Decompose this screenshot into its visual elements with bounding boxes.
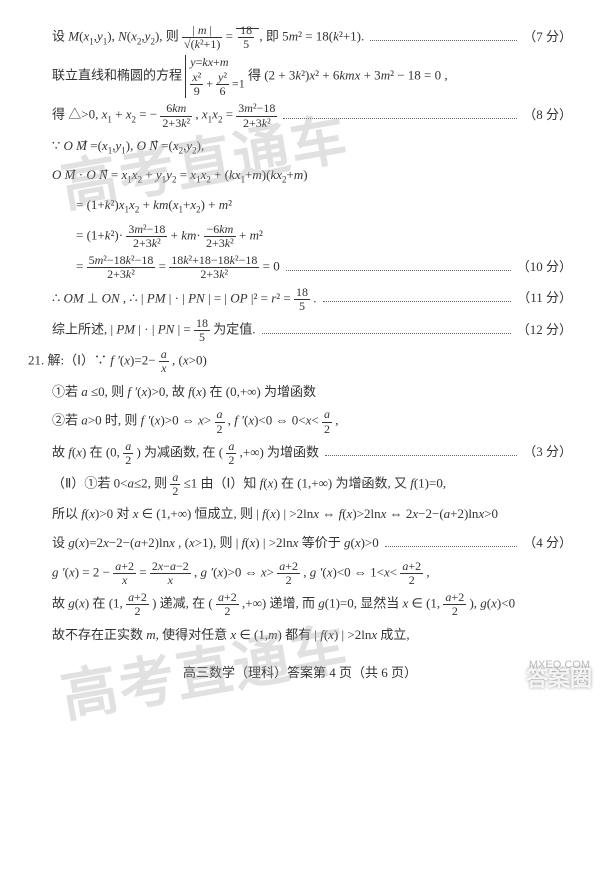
- math-expression: ②若 a>0 时, 则 f ′(x)>0 ⇔ x> a2 , f ′(x)<0 …: [28, 408, 338, 435]
- solution-line: ∴ OM ⊥ ON , ∴ | PM | · | PN | = | OP |² …: [28, 286, 572, 313]
- solution-line: 故 f(x) 在 (0, a2 ) 为减函数, 在 ( a2 ,+∞) 为增函数…: [28, 440, 572, 467]
- math-expression: g ′(x) = 2 − a+2x = 2x−a−2x , g ′(x)>0 ⇔…: [28, 560, 430, 587]
- solution-line: 设 g(x)=2x−2−(a+2)lnx , (x>1), 则 | f(x) |…: [28, 531, 572, 556]
- math-expression: = (1+k²)x1x2 + km(x1+x2) + m²: [28, 193, 232, 219]
- solution-line: = (1+k²)· 3m²−182+3k² + km· −6km2+3k² + …: [28, 223, 572, 250]
- math-expression: 综上所述, | PM | · | PN | = 185 为定值.: [28, 317, 256, 344]
- solution-line: 21. 解:（Ⅰ）∵ f ′(x)=2− ax , (x>0): [28, 348, 572, 375]
- math-expression: 设 M(x1,y1), N(x2,y2), 则 | m |√(k²+1) = 1…: [28, 24, 364, 51]
- solution-line: 联立直线和椭圆的方程 y=kx+mx²9 + y²6 =1 得 (2 + 3k²…: [28, 55, 572, 98]
- score-label: （11 分）: [517, 286, 572, 311]
- math-expression: ∵ O M⃗ =(x1,y1), O N⃗ =(x2,y2),: [28, 134, 204, 160]
- math-expression: （Ⅱ）①若 0<a≤2, 则 a2 ≤1 由（Ⅰ）知 f(x) 在 (1,+∞)…: [28, 471, 446, 498]
- dotted-leader: [325, 454, 517, 456]
- solution-line: = 5m²−18k²−182+3k² = 18k²+18−18k²−182+3k…: [28, 254, 572, 281]
- math-expression: = 5m²−18k²−182+3k² = 18k²+18−18k²−182+3k…: [28, 254, 280, 281]
- math-expression: O M⃗ · O N⃗ = x1x2 + y1y2 = x1x2 + (kx1+…: [28, 163, 308, 189]
- watermark-url: MXEQ.COM: [529, 655, 590, 676]
- dotted-leader: [323, 300, 512, 302]
- math-expression: 设 g(x)=2x−2−(a+2)lnx , (x>1), 则 | f(x) |…: [28, 531, 379, 556]
- math-expression: 所以 f(x)>0 对 x ∈ (1,+∞) 恒成立, 则 | f(x) | >…: [28, 502, 498, 527]
- score-label: （4 分）: [523, 531, 572, 556]
- solution-line: （Ⅱ）①若 0<a≤2, 则 a2 ≤1 由（Ⅰ）知 f(x) 在 (1,+∞)…: [28, 471, 572, 498]
- dotted-leader: [262, 332, 511, 334]
- solution-line: 故不存在正实数 m, 使得对任意 x ∈ (1,m) 都有 | f(x) | >…: [28, 623, 572, 648]
- solution-line: ②若 a>0 时, 则 f ′(x)>0 ⇔ x> a2 , f ′(x)<0 …: [28, 408, 572, 435]
- dotted-leader: [283, 117, 517, 119]
- solution-line: 得 △>0, x1 + x2 = − 6km2+3k² , x1x2 = 3m²…: [28, 102, 572, 129]
- score-label: （3 分）: [523, 440, 572, 465]
- math-expression: = (1+k²)· 3m²−182+3k² + km· −6km2+3k² + …: [28, 223, 263, 250]
- score-label: （12 分）: [517, 318, 572, 343]
- score-label: （10 分）: [517, 255, 572, 280]
- math-expression: 联立直线和椭圆的方程 y=kx+mx²9 + y²6 =1 得 (2 + 3k²…: [28, 55, 448, 98]
- dotted-leader: [385, 545, 517, 547]
- solution-line: ①若 a ≤0, 则 f ′(x)>0, 故 f(x) 在 (0,+∞) 为增函…: [28, 380, 572, 405]
- dotted-leader: [370, 39, 517, 41]
- solution-line: 故 g(x) 在 (1, a+22 ) 递减, 在 ( a+22 ,+∞) 递增…: [28, 591, 572, 618]
- solution-line: O M⃗ · O N⃗ = x1x2 + y1y2 = x1x2 + (kx1+…: [28, 163, 572, 189]
- math-expression: 故 f(x) 在 (0, a2 ) 为减函数, 在 ( a2 ,+∞) 为增函数: [28, 440, 319, 467]
- math-expression: 得 △>0, x1 + x2 = − 6km2+3k² , x1x2 = 3m²…: [28, 102, 277, 129]
- solution-line: g ′(x) = 2 − a+2x = 2x−a−2x , g ′(x)>0 ⇔…: [28, 560, 572, 587]
- solution-line: = (1+k²)x1x2 + km(x1+x2) + m²: [28, 193, 572, 219]
- score-label: （7 分）: [523, 25, 572, 50]
- solution-line: ∵ O M⃗ =(x1,y1), O N⃗ =(x2,y2),: [28, 134, 572, 160]
- math-expression: ∴ OM ⊥ ON , ∴ | PM | · | PN | = | OP |² …: [28, 286, 317, 313]
- dotted-leader: [286, 269, 511, 271]
- math-expression: ①若 a ≤0, 则 f ′(x)>0, 故 f(x) 在 (0,+∞) 为增函…: [28, 380, 316, 405]
- page-footer: 高三数学（理科）答案第 4 页（共 6 页）: [28, 661, 572, 686]
- score-label: （8 分）: [523, 103, 572, 128]
- math-expression: 故 g(x) 在 (1, a+22 ) 递减, 在 ( a+22 ,+∞) 递增…: [28, 591, 515, 618]
- math-expression: 故不存在正实数 m, 使得对任意 x ∈ (1,m) 都有 | f(x) | >…: [28, 623, 410, 648]
- math-expression: 21. 解:（Ⅰ）∵ f ′(x)=2− ax , (x>0): [28, 348, 207, 375]
- solution-line: 综上所述, | PM | · | PN | = 185 为定值. （12 分）: [28, 317, 572, 344]
- solution-line: 所以 f(x)>0 对 x ∈ (1,+∞) 恒成立, 则 | f(x) | >…: [28, 502, 572, 527]
- solution-line: 设 M(x1,y1), N(x2,y2), 则 | m |√(k²+1) = 1…: [28, 24, 572, 51]
